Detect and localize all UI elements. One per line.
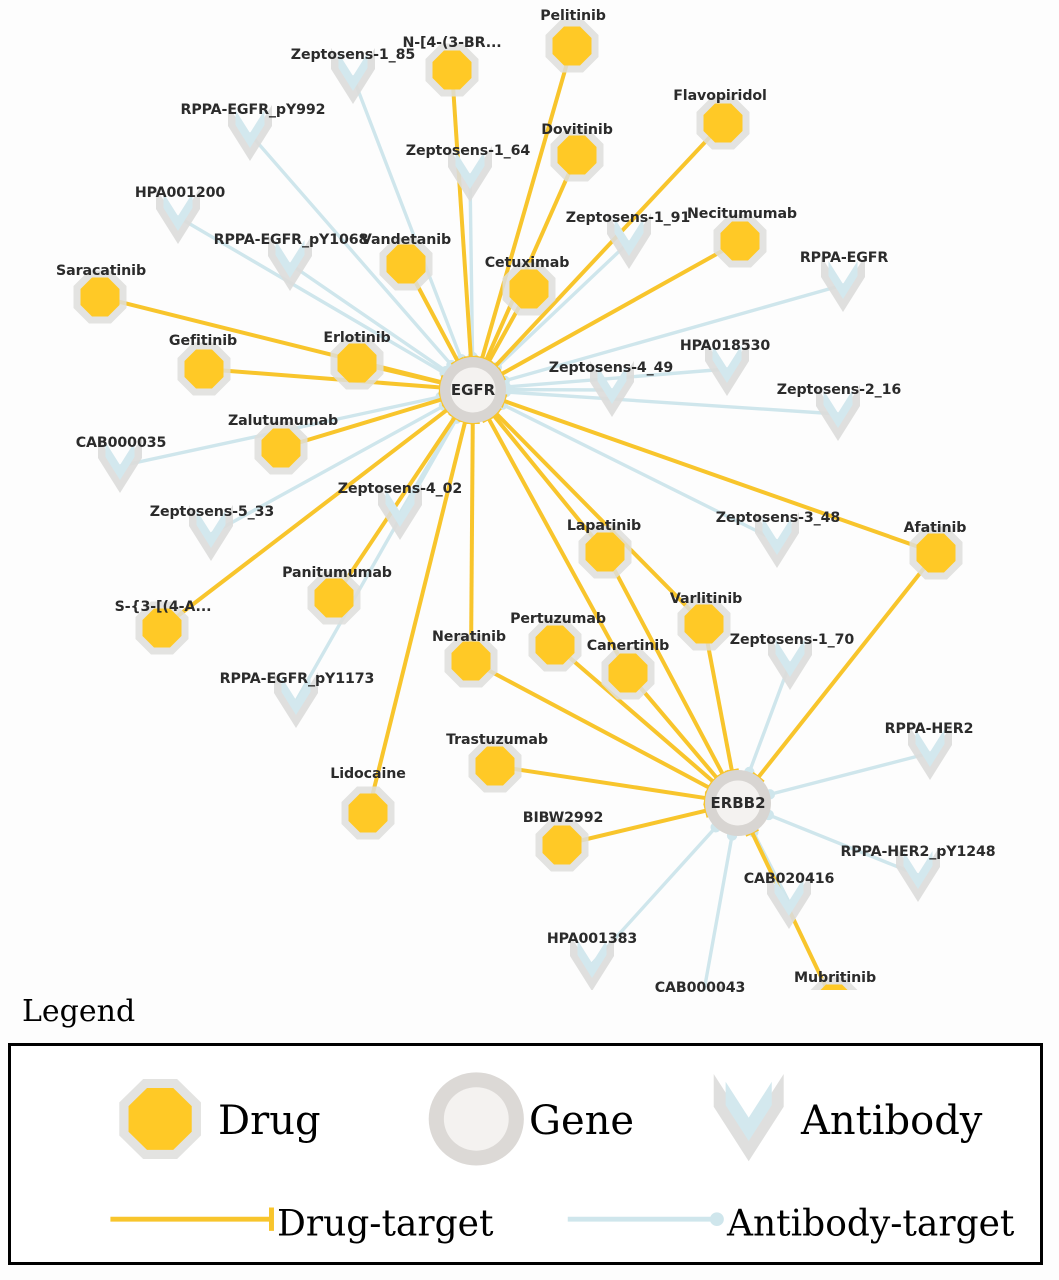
drug-target-edge — [553, 643, 716, 784]
drug-node[interactable] — [502, 262, 556, 316]
antibody-target-edge — [504, 367, 729, 389]
antibody-target-edge — [702, 833, 734, 990]
antibody-target-edge — [468, 173, 475, 359]
antibody-node[interactable] — [331, 48, 375, 104]
drug-target-edge — [484, 154, 579, 362]
legend-label-gene: Gene — [529, 1098, 635, 1144]
drug-target-edge — [450, 69, 473, 359]
drug-target-edge — [479, 45, 574, 360]
drug-node[interactable] — [177, 342, 231, 396]
antibody-target-edge — [767, 813, 920, 877]
antibody-target-edge — [248, 132, 454, 367]
antibody-node[interactable] — [156, 188, 200, 244]
antibody-node[interactable] — [98, 437, 142, 493]
legend-label-drug-target: Drug-target — [277, 1203, 494, 1245]
antibody-node[interactable] — [678, 984, 722, 990]
drug-node[interactable] — [73, 270, 127, 324]
drug-target-edge — [493, 121, 725, 369]
drug-target-edge — [603, 551, 725, 776]
antibody-node[interactable] — [908, 724, 952, 780]
antibody-node[interactable] — [768, 634, 812, 690]
drug-node[interactable] — [379, 237, 433, 291]
drug-target-edge — [366, 420, 468, 814]
drug-node[interactable] — [468, 739, 522, 793]
gene-label-egfr: EGFR — [450, 381, 496, 399]
drug-node[interactable] — [545, 19, 599, 73]
legend-label-antibody: Antibody — [801, 1098, 983, 1144]
drug-node[interactable] — [696, 96, 750, 150]
network-graph — [73, 19, 963, 991]
antibody-nodes — [98, 48, 952, 990]
drug-node[interactable] — [330, 336, 384, 390]
antibody-target-edge — [351, 75, 463, 361]
drug-node[interactable] — [550, 128, 604, 182]
drug-node[interactable] — [341, 786, 395, 840]
drug-target-edge — [486, 417, 630, 674]
drug-node[interactable] — [677, 597, 731, 651]
drug-node[interactable] — [444, 634, 498, 688]
antibody-target-edge — [500, 402, 779, 543]
antibody-node[interactable] — [274, 672, 318, 728]
antibody-target-edge — [747, 661, 792, 774]
legend-label-drug: Drug — [218, 1098, 321, 1144]
drug-target-edge — [499, 239, 741, 377]
gene-label-erbb2: ERBB2 — [710, 794, 766, 812]
drug-target-edge — [756, 551, 938, 780]
antibody-node[interactable] — [816, 385, 860, 441]
antibody-node[interactable] — [268, 235, 312, 291]
drug-target-edge — [470, 659, 711, 790]
antibody-node[interactable] — [189, 505, 233, 561]
drug-node[interactable] — [807, 977, 861, 991]
drug-node[interactable] — [578, 525, 632, 579]
antibody-target-edge — [294, 416, 459, 703]
antibody-target-edge — [209, 404, 446, 536]
drug-node[interactable] — [307, 571, 361, 625]
antibody-node[interactable] — [448, 146, 492, 202]
antibody-node[interactable] — [590, 361, 634, 417]
antibody-target-edge — [503, 283, 845, 383]
drug-target-edge — [502, 398, 937, 555]
antibody-node[interactable] — [821, 256, 865, 312]
legend-title: Legend — [22, 994, 136, 1029]
drug-nodes — [73, 19, 963, 991]
drug-target-edge — [494, 411, 706, 626]
drug-node[interactable] — [601, 646, 655, 700]
legend-box: Drug Gene Antibody Drug-target Antibody-… — [8, 1043, 1043, 1265]
antibody-node[interactable] — [896, 846, 940, 902]
drug-node[interactable] — [528, 618, 582, 672]
drug-target-edges — [99, 45, 938, 990]
drug-target-edge — [469, 421, 475, 662]
drug-target-edge — [160, 407, 449, 630]
drug-node[interactable] — [535, 818, 589, 872]
legend-label-antibody-target: Antibody-target — [727, 1203, 1015, 1245]
antibody-target-edge — [176, 215, 447, 375]
drug-node[interactable] — [135, 601, 189, 655]
drug-node[interactable] — [909, 526, 963, 580]
drug-target-edge — [280, 397, 443, 450]
antibody-target-edge — [768, 751, 932, 797]
drug-target-edge — [491, 413, 607, 554]
drug-node[interactable] — [713, 214, 767, 268]
drug-target-edge — [203, 367, 442, 390]
antibody-node[interactable] — [705, 340, 749, 396]
drug-target-edge — [494, 764, 707, 801]
antibody-target-edge — [288, 262, 448, 373]
antibody-target-edge — [504, 390, 840, 416]
drug-node[interactable] — [425, 43, 479, 97]
antibody-target-edge — [495, 240, 631, 369]
antibody-node[interactable] — [755, 512, 799, 568]
drug-node[interactable] — [254, 421, 308, 475]
legend-symbols — [110, 1072, 784, 1231]
